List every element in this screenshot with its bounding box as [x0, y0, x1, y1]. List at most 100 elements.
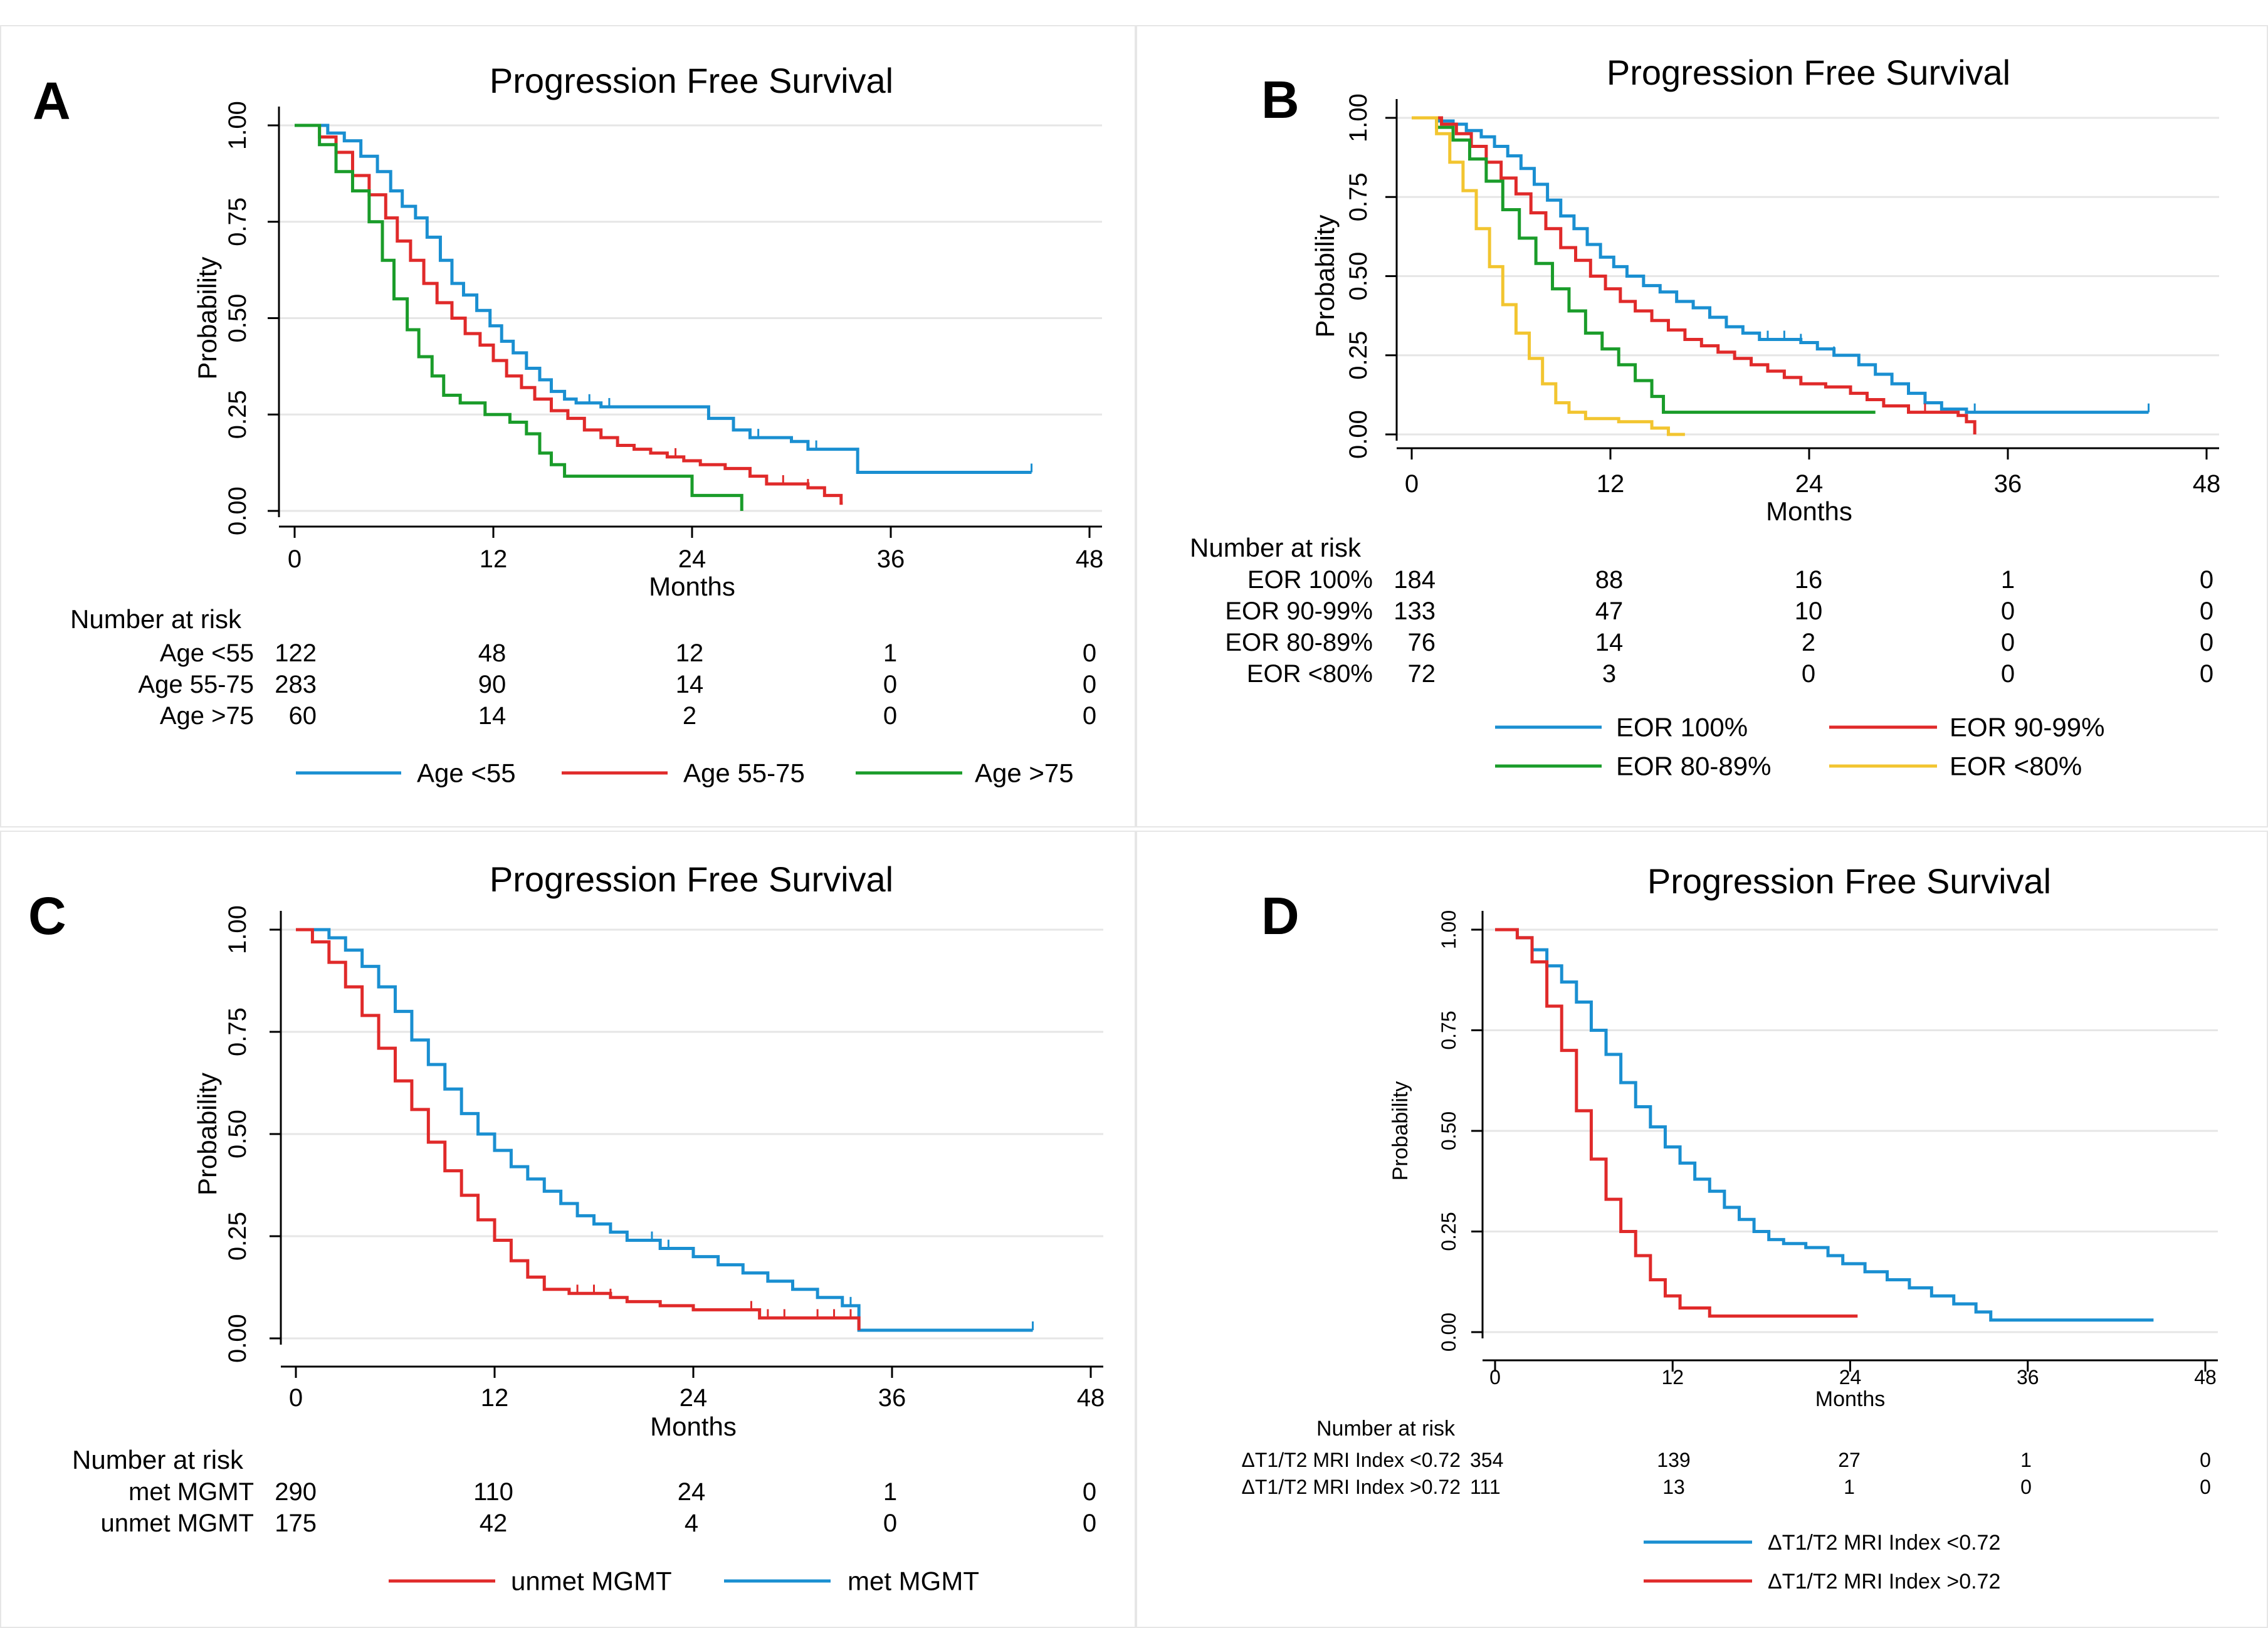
risk-count: 60 — [289, 702, 317, 730]
x-tick-label: 12 — [1661, 1366, 1684, 1389]
legend-label: Age 55-75 — [683, 759, 805, 788]
risk-count: 88 — [1595, 566, 1624, 594]
legend-label: unmet MGMT — [511, 1567, 672, 1596]
legend-label: EOR 100% — [1616, 713, 1748, 742]
risk-count: 1 — [2001, 566, 2015, 594]
survival-curve-a-2 — [295, 123, 743, 511]
survival-curve-b-3 — [1412, 116, 1685, 436]
panel-b: B Progression Free Survival 0.00 0.25 0.50 0.… — [1190, 53, 2220, 781]
panel-d: D Progression Free Survival 0.00 0.25 0.50 0.… — [1241, 861, 2218, 1594]
panel-label-b: B — [1261, 70, 1299, 129]
risk-table-header: Number at risk — [1316, 1417, 1456, 1441]
y-axis-label: Probability — [1389, 1081, 1412, 1181]
x-tick-label: 0 — [1489, 1366, 1501, 1389]
risk-count: 283 — [275, 671, 317, 698]
x-tick-label: 36 — [1994, 470, 2022, 498]
panel-a-frame — [0, 25, 1136, 827]
x-tick-label: 24 — [1839, 1366, 1862, 1389]
risk-count: 1 — [883, 639, 897, 667]
risk-count: 14 — [1595, 629, 1624, 656]
risk-count: 0 — [2200, 1449, 2211, 1471]
risk-count: 122 — [275, 639, 317, 667]
survival-curve-a-0 — [295, 123, 1032, 474]
panel-d-frame — [1136, 831, 2268, 1628]
risk-count: 0 — [1802, 660, 1815, 688]
panel-b-frame — [1136, 25, 2268, 827]
risk-row-label: ΔT1/T2 MRI Index >0.72 — [1241, 1476, 1461, 1498]
risk-count: 1 — [1844, 1476, 1855, 1498]
risk-count: 0 — [883, 1510, 897, 1537]
legend-label: EOR <80% — [1950, 752, 2082, 781]
x-tick-label: 48 — [2193, 470, 2221, 498]
risk-count: 27 — [1838, 1449, 1861, 1471]
y-tick-label: 0.00 — [1437, 1313, 1460, 1352]
x-axis-label: Months — [650, 1412, 737, 1441]
y-tick-label: 1.00 — [1345, 93, 1372, 142]
x-axis-label: Months — [649, 572, 735, 601]
x-tick-label: 24 — [680, 1384, 708, 1412]
survival-curve-a-1 — [295, 123, 843, 505]
legend-label: ΔT1/T2 MRI Index >0.72 — [1768, 1570, 2000, 1594]
x-tick-label: 48 — [2194, 1366, 2217, 1389]
risk-count: 0 — [2020, 1476, 2032, 1498]
x-tick-label: 12 — [1597, 470, 1625, 498]
y-tick-label: 0.50 — [1437, 1111, 1460, 1150]
risk-row-label: ΔT1/T2 MRI Index <0.72 — [1241, 1449, 1461, 1471]
y-tick-label: 0.75 — [1345, 172, 1372, 221]
risk-row-label: Age <55 — [160, 639, 254, 667]
risk-count: 184 — [1394, 566, 1436, 594]
risk-count: 0 — [1083, 1478, 1096, 1506]
risk-count: 76 — [1408, 629, 1436, 656]
risk-count: 1 — [883, 1478, 897, 1506]
risk-count: 0 — [2200, 566, 2213, 594]
risk-count: 0 — [1083, 1510, 1096, 1537]
y-tick-label: 0.00 — [1345, 410, 1372, 459]
x-tick-label: 12 — [480, 545, 508, 573]
x-tick-label: 48 — [1076, 545, 1104, 573]
y-tick-label: 0.75 — [224, 197, 251, 246]
x-tick-label: 0 — [1405, 470, 1419, 498]
y-tick-label: 0.50 — [224, 1110, 251, 1158]
risk-count: 0 — [1083, 671, 1096, 698]
risk-row-label: Age >75 — [160, 702, 254, 730]
x-tick-label: 36 — [878, 1384, 906, 1412]
panel-c: C Progression Free Survival 0.00 0.25 0.50 0.… — [28, 859, 1105, 1596]
risk-count: 2 — [683, 702, 696, 730]
risk-table-header: Number at risk — [70, 604, 242, 634]
risk-row-label: EOR <80% — [1247, 660, 1373, 688]
survival-curve-c-1 — [296, 928, 861, 1330]
risk-count: 0 — [2001, 660, 2015, 688]
risk-count: 290 — [275, 1478, 317, 1506]
risk-count: 3 — [1602, 660, 1616, 688]
legend-label: ΔT1/T2 MRI Index <0.72 — [1768, 1531, 2000, 1555]
panel-label-c: C — [28, 886, 66, 945]
x-axis-label: Months — [1766, 496, 1852, 526]
chart-title: Progression Free Survival — [490, 61, 893, 100]
risk-count: 13 — [1662, 1476, 1685, 1498]
y-tick-label: 0.00 — [224, 486, 251, 535]
y-axis-label: Probability — [192, 256, 222, 379]
y-tick-label: 0.25 — [1345, 331, 1372, 380]
legend-label: met MGMT — [848, 1567, 979, 1596]
y-tick-label: 0.25 — [224, 390, 251, 439]
risk-count: 0 — [2200, 597, 2213, 625]
risk-count: 0 — [2200, 629, 2213, 656]
risk-count: 4 — [685, 1510, 698, 1537]
risk-count: 42 — [480, 1510, 508, 1537]
x-tick-label: 0 — [289, 1384, 303, 1412]
chart-title: Progression Free Survival — [1607, 53, 2010, 92]
legend-label: EOR 90-99% — [1950, 713, 2104, 742]
y-tick-label: 0.25 — [1437, 1212, 1460, 1251]
survival-curve-c-0 — [296, 928, 1033, 1332]
risk-count: 133 — [1394, 597, 1436, 625]
risk-row-label: unmet MGMT — [101, 1510, 254, 1537]
y-tick-label: 1.00 — [1437, 910, 1460, 949]
risk-count: 47 — [1595, 597, 1624, 625]
y-tick-label: 0.75 — [1437, 1011, 1460, 1049]
risk-count: 110 — [473, 1478, 513, 1506]
risk-row-label: met MGMT — [129, 1478, 254, 1506]
risk-count: 16 — [1795, 566, 1823, 594]
risk-count: 139 — [1657, 1449, 1690, 1471]
risk-count: 0 — [883, 671, 897, 698]
survival-curve-d-1 — [1495, 928, 1858, 1318]
